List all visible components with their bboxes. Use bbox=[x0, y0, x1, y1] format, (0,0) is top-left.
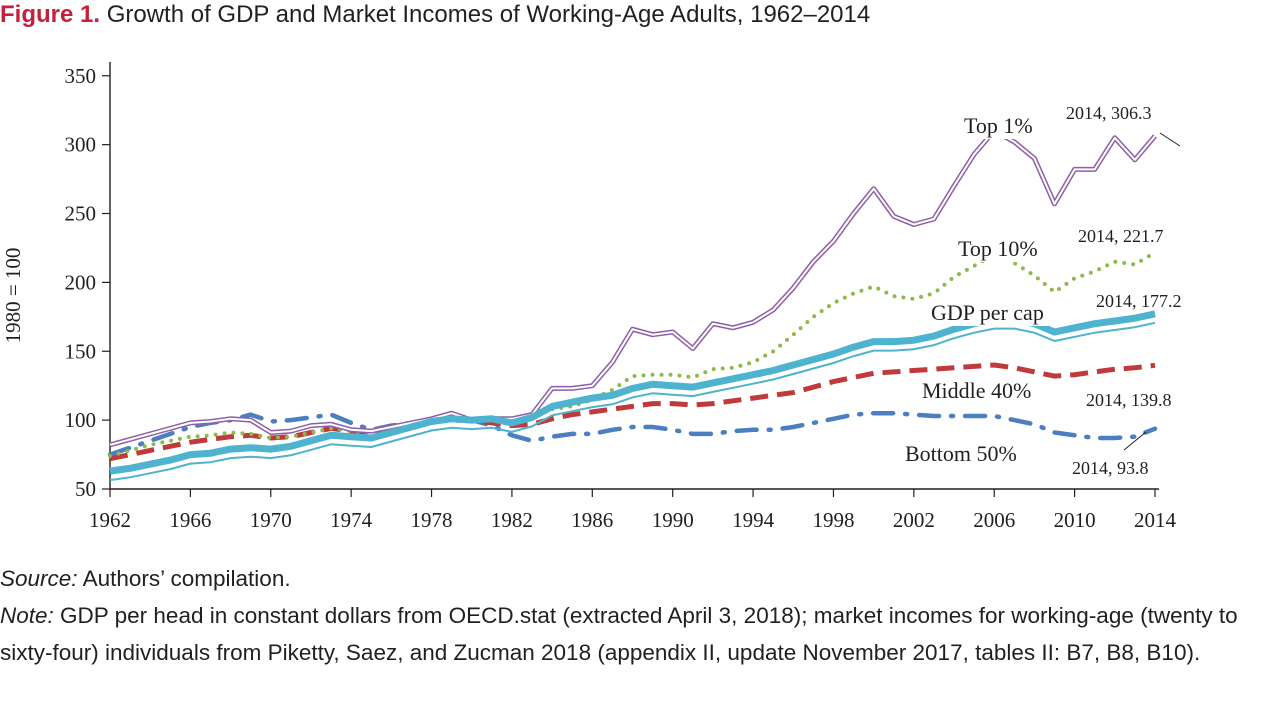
source-text: Authors’ compilation. bbox=[82, 566, 291, 591]
end-value-label-bottom-50: 2014, 93.8 bbox=[1072, 458, 1149, 478]
x-tick-label: 1994 bbox=[732, 508, 775, 532]
series-line-middle-40 bbox=[109, 362, 1156, 462]
series-line-middle-40-dashes bbox=[109, 362, 1156, 462]
series-label-bottom-50: Bottom 50% bbox=[905, 441, 1017, 466]
x-tick-label: 1998 bbox=[812, 508, 854, 532]
y-tick-label: 100 bbox=[65, 408, 97, 432]
line-chart: 50 100 150 200 250 300 350 1962 1966 1970 1974 1978… bbox=[1, 62, 1182, 532]
y-tick-label: 350 bbox=[65, 64, 97, 88]
series-line-bottom-50-dashdot bbox=[107, 410, 1158, 457]
figure-footer: Source: Authors’ compilation. Note: GDP … bbox=[0, 560, 1280, 671]
end-value-label-top-10: 2014, 221.7 bbox=[1078, 226, 1164, 246]
y-tick-label: 250 bbox=[65, 202, 97, 226]
figure-title-text: Growth of GDP and Market Incomes of Work… bbox=[106, 1, 871, 28]
x-tick-label: 2010 bbox=[1054, 508, 1096, 532]
source-line: Source: Authors’ compilation. bbox=[0, 560, 1280, 597]
series-label-middle-40: Middle 40% bbox=[922, 378, 1031, 403]
series-line-top-1-inner bbox=[109, 129, 1156, 446]
x-tick-label: 1970 bbox=[250, 508, 292, 532]
series-line-top-1 bbox=[109, 128, 1157, 448]
series-label-top-10-bg bbox=[954, 236, 1043, 262]
leader-line-top-1 bbox=[1159, 132, 1181, 147]
y-tick-label: 150 bbox=[65, 339, 97, 363]
x-tick-label: 2002 bbox=[893, 508, 935, 532]
x-tick-label: 1978 bbox=[411, 508, 453, 532]
series-label-top-10: Top 10% bbox=[958, 236, 1038, 261]
figure-title: Figure 1. Growth of GDP and Market Incom… bbox=[0, 0, 870, 30]
note-label: Note: bbox=[0, 603, 54, 628]
x-tick-label: 2006 bbox=[973, 508, 1015, 532]
series-label-top-1: Top 1% bbox=[964, 113, 1033, 138]
series-line-bottom-50 bbox=[107, 410, 1158, 457]
leader-line-bottom-50 bbox=[1123, 431, 1147, 451]
series-line-gdp-per-cap-thin bbox=[109, 321, 1156, 482]
label-layer: Top 1% 2014, 306.3 Top 10% 2014, 221.7 GDP p… bbox=[901, 103, 1182, 478]
note-line: Note: GDP per head in constant dollars f… bbox=[0, 597, 1280, 671]
end-value-label-gdp-per-cap: 2014, 177.2 bbox=[1096, 291, 1182, 311]
y-axis-title: 1980 = 100 bbox=[1, 248, 25, 344]
x-tick-label: 2014 bbox=[1134, 508, 1177, 532]
y-tick-label: 50 bbox=[75, 477, 96, 501]
series-label-gdp-per-cap: GDP per cap bbox=[931, 300, 1044, 325]
series-label-bottom-50-bg bbox=[901, 441, 1024, 467]
y-tick-label: 200 bbox=[65, 270, 97, 294]
x-tick-label: 1962 bbox=[89, 508, 131, 532]
series-label-top-1-bg bbox=[960, 113, 1037, 139]
x-tick-label: 1990 bbox=[652, 508, 694, 532]
figure-label: Figure 1. bbox=[0, 1, 101, 28]
end-value-label-top-1: 2014, 306.3 bbox=[1066, 103, 1152, 123]
end-value-label-middle-40: 2014, 139.8 bbox=[1086, 390, 1172, 410]
x-tick-label: 1974 bbox=[330, 508, 373, 532]
y-tick-label: 300 bbox=[65, 133, 97, 157]
x-tick-label: 1982 bbox=[491, 508, 533, 532]
series-label-middle-40-bg bbox=[918, 378, 1041, 404]
chart-axes: 50 100 150 200 250 300 350 1962 1966 1970 1974 1978… bbox=[1, 62, 1177, 532]
x-tick-label: 1986 bbox=[571, 508, 613, 532]
note-text: GDP per head in constant dollars from OE… bbox=[0, 603, 1238, 665]
series-label-gdp-per-cap-bg bbox=[927, 300, 1062, 326]
x-tick-label: 1966 bbox=[169, 508, 211, 532]
source-label: Source: bbox=[0, 566, 78, 591]
